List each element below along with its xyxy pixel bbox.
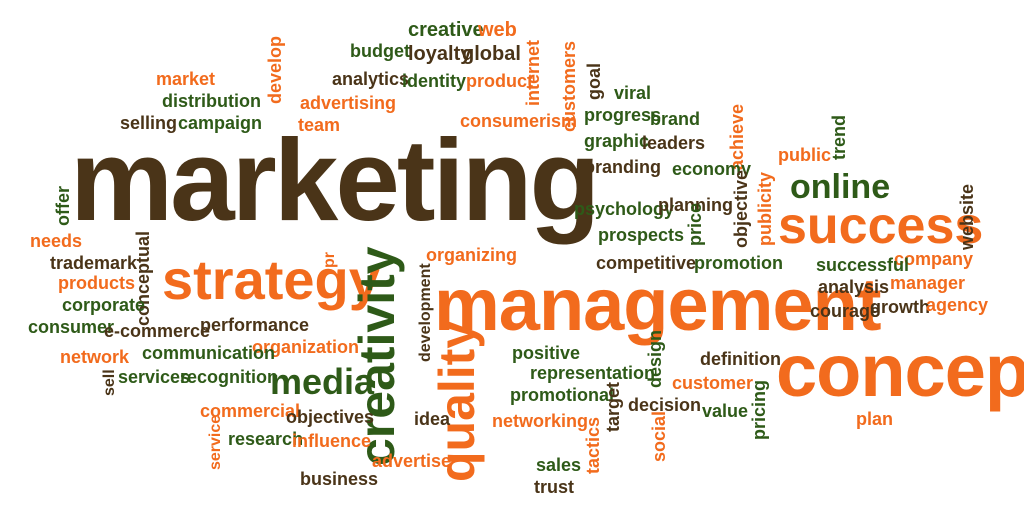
- word-analytics: analytics: [332, 69, 410, 89]
- word-growth: growth: [870, 297, 930, 317]
- word-online: online: [790, 168, 891, 206]
- word-psychology: psychology: [574, 199, 675, 219]
- word-develop: develop: [265, 35, 285, 104]
- word-definition: definition: [700, 349, 781, 369]
- word-identity: identity: [402, 71, 467, 91]
- word-communication: communication: [142, 343, 276, 363]
- word-development: development: [417, 263, 434, 362]
- word-commercial: commercial: [200, 401, 301, 421]
- word-recognition: recognition: [180, 367, 278, 387]
- word-representation: representation: [530, 363, 656, 383]
- word-tactics: tactics: [583, 416, 603, 474]
- word-viral: viral: [614, 83, 652, 103]
- word-networking: networking: [492, 411, 589, 431]
- word-loyalty: loyalty: [408, 43, 472, 65]
- word-product: product: [466, 71, 533, 91]
- word-economy: economy: [672, 159, 752, 179]
- word-sales: sales: [536, 455, 582, 475]
- word-decision: decision: [628, 395, 702, 415]
- word-business: business: [300, 469, 379, 489]
- word-research: research: [228, 429, 304, 449]
- word-agency: agency: [926, 295, 989, 315]
- word-publicity: publicity: [755, 171, 775, 246]
- word-services: services: [118, 367, 191, 387]
- word-successful: successful: [816, 255, 910, 275]
- word-success: success: [778, 197, 984, 255]
- word-media: media: [270, 361, 375, 402]
- word-market: market: [156, 69, 216, 89]
- word-campaign: campaign: [178, 113, 263, 133]
- word-value: value: [702, 401, 749, 421]
- word-global: global: [462, 43, 521, 65]
- word-brand: brand: [650, 109, 701, 129]
- word-promotional: promotional: [510, 385, 614, 405]
- word-price: price: [685, 202, 705, 246]
- word-creative: creative: [408, 19, 484, 41]
- word-customer: customer: [672, 373, 754, 393]
- word-analysis: analysis: [818, 277, 890, 297]
- word-manager: manager: [890, 273, 966, 293]
- word-public: public: [778, 145, 831, 165]
- word-competitive: competitive: [596, 253, 697, 273]
- word-trademark: trademark: [50, 253, 138, 273]
- word-planning: planning: [658, 195, 733, 215]
- word-influence: influence: [292, 431, 372, 451]
- word-marketing: marketing: [70, 115, 600, 245]
- word-offer: offer: [53, 186, 73, 226]
- word-management: management: [434, 263, 881, 346]
- word-concept: concept: [776, 329, 1024, 412]
- word-trend: trend: [829, 115, 849, 160]
- word-sell: sell: [101, 369, 118, 396]
- word-web: web: [478, 19, 517, 41]
- word-trust: trust: [534, 477, 574, 497]
- word-e-commerce: e-commerce: [104, 321, 211, 341]
- word-plan: plan: [856, 409, 894, 429]
- word-organizing: organizing: [426, 245, 517, 265]
- word-consumerism: consumerism: [460, 111, 578, 131]
- word-goal: goal: [584, 62, 604, 100]
- word-distribution: distribution: [162, 91, 261, 111]
- word-advertise: advertise: [372, 451, 452, 471]
- word-graphic: graphic: [584, 131, 650, 151]
- word-pr: pr: [321, 252, 338, 268]
- word-products: products: [58, 273, 136, 293]
- word-advertising: advertising: [300, 93, 397, 113]
- word-progress: progress: [584, 105, 662, 125]
- word-service: service: [207, 414, 224, 470]
- word-pricing: pricing: [749, 379, 769, 440]
- word-network: network: [60, 347, 130, 367]
- word-strategy: strategy: [162, 248, 380, 311]
- word-objectives: objectives: [286, 407, 375, 427]
- word-courage: courage: [810, 301, 881, 321]
- word-needs: needs: [30, 231, 83, 251]
- word-leaders: leaders: [642, 133, 706, 153]
- word-prospects: prospects: [598, 225, 685, 245]
- word-corporate: corporate: [62, 295, 146, 315]
- word-positive: positive: [512, 343, 581, 363]
- word-target: target: [603, 381, 623, 432]
- word-consumer: consumer: [28, 317, 115, 337]
- word-branding: branding: [584, 157, 661, 177]
- word-budget: budget: [350, 41, 410, 61]
- word-team: team: [298, 115, 341, 135]
- word-objective: objective: [731, 169, 751, 248]
- word-organization: organization: [252, 337, 359, 357]
- word-selling: selling: [120, 113, 178, 133]
- word-promotion: promotion: [694, 253, 783, 273]
- word-company: company: [894, 249, 974, 269]
- word-social: social: [649, 410, 669, 462]
- word-idea: idea: [414, 409, 451, 429]
- word-website: website: [957, 183, 977, 250]
- word-performance: performance: [200, 315, 310, 335]
